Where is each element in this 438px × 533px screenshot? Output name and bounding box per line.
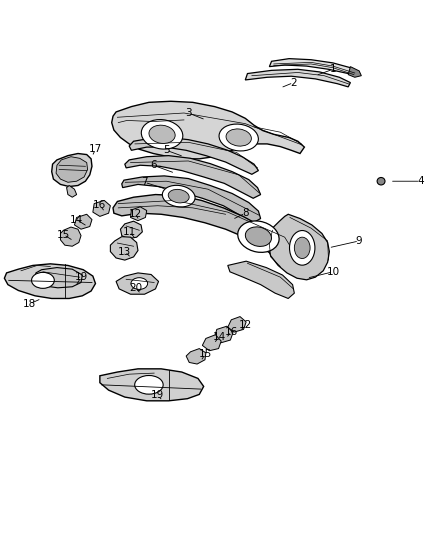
- Polygon shape: [56, 157, 88, 182]
- Polygon shape: [120, 221, 142, 239]
- Text: 20: 20: [129, 283, 142, 293]
- Ellipse shape: [377, 177, 385, 185]
- Text: 12: 12: [129, 209, 142, 219]
- Polygon shape: [67, 185, 77, 197]
- Text: 16: 16: [93, 200, 106, 210]
- Polygon shape: [186, 349, 206, 364]
- Text: 14: 14: [70, 215, 83, 224]
- Text: 19: 19: [74, 272, 88, 282]
- Text: 6: 6: [150, 160, 157, 170]
- Polygon shape: [4, 264, 95, 298]
- Ellipse shape: [238, 221, 279, 252]
- Ellipse shape: [32, 272, 54, 288]
- Polygon shape: [348, 67, 361, 77]
- Polygon shape: [112, 101, 304, 159]
- Text: 13: 13: [118, 247, 131, 256]
- Polygon shape: [93, 200, 110, 216]
- Text: 15: 15: [57, 230, 70, 239]
- Ellipse shape: [131, 278, 148, 289]
- Text: 4: 4: [417, 176, 424, 186]
- Polygon shape: [228, 261, 294, 298]
- Ellipse shape: [219, 124, 258, 151]
- Text: 2: 2: [290, 78, 297, 87]
- Text: 10: 10: [326, 267, 339, 277]
- Ellipse shape: [294, 237, 310, 259]
- Polygon shape: [202, 335, 221, 351]
- Polygon shape: [116, 273, 159, 294]
- Ellipse shape: [149, 125, 175, 143]
- Polygon shape: [52, 154, 92, 187]
- Polygon shape: [74, 214, 92, 229]
- Text: 5: 5: [163, 146, 170, 155]
- Polygon shape: [122, 176, 261, 223]
- Polygon shape: [129, 138, 258, 174]
- Ellipse shape: [141, 119, 183, 149]
- Text: 3: 3: [185, 108, 192, 118]
- Polygon shape: [110, 237, 138, 260]
- Text: 9: 9: [356, 236, 363, 246]
- Polygon shape: [125, 156, 261, 198]
- Ellipse shape: [135, 375, 163, 394]
- Polygon shape: [100, 369, 204, 401]
- Polygon shape: [131, 207, 147, 221]
- Ellipse shape: [168, 189, 189, 203]
- Text: 16: 16: [225, 327, 238, 336]
- Polygon shape: [269, 59, 359, 76]
- Text: 1: 1: [329, 64, 336, 74]
- Text: 11: 11: [123, 227, 136, 237]
- Polygon shape: [113, 195, 300, 268]
- Text: 7: 7: [141, 177, 148, 187]
- Polygon shape: [228, 317, 246, 332]
- Text: 14: 14: [212, 332, 226, 342]
- Ellipse shape: [226, 129, 251, 146]
- Polygon shape: [267, 214, 329, 280]
- Polygon shape: [35, 268, 82, 288]
- Text: 19: 19: [151, 391, 164, 400]
- Ellipse shape: [162, 185, 195, 207]
- Polygon shape: [60, 227, 81, 246]
- Polygon shape: [245, 69, 350, 87]
- Text: 12: 12: [239, 320, 252, 330]
- Ellipse shape: [290, 230, 315, 265]
- Ellipse shape: [245, 227, 272, 246]
- Text: 17: 17: [89, 144, 102, 154]
- Text: 15: 15: [198, 350, 212, 359]
- Text: 8: 8: [242, 208, 249, 218]
- Text: 18: 18: [23, 299, 36, 309]
- Polygon shape: [215, 326, 233, 343]
